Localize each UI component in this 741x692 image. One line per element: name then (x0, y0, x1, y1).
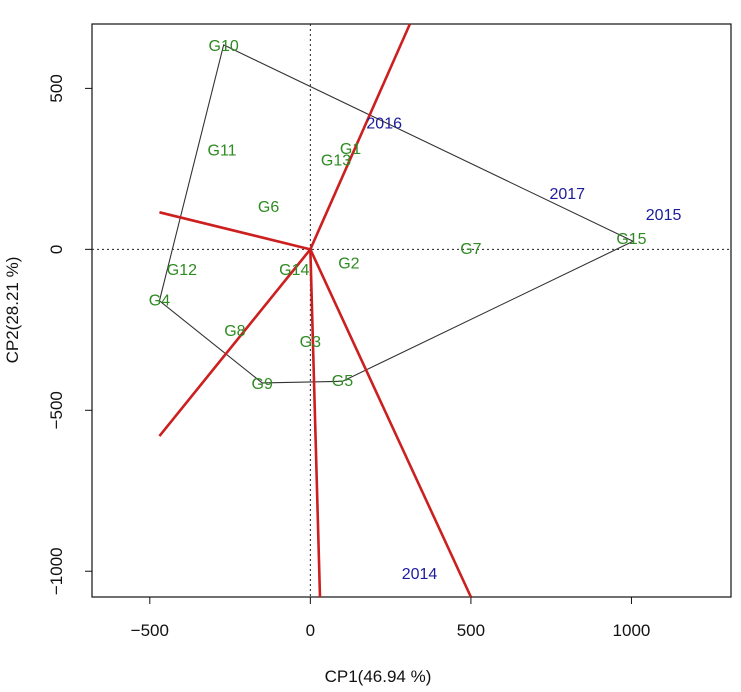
y-tick-label: 0 (47, 245, 66, 254)
x-tick-label: 1000 (613, 621, 651, 640)
hull-polygon (158, 44, 635, 384)
sector-line (309, 248, 473, 598)
environment-label: 2015 (646, 207, 682, 224)
x-tick-label: 500 (457, 621, 485, 640)
axis-ticks: −500 0 500 1000 −1000 −500 0 500 (47, 74, 650, 640)
genotype-label: G14 (279, 262, 309, 279)
genotype-label: G13 (321, 152, 351, 169)
plot-frame (91, 23, 732, 598)
sector-lines (158, 23, 473, 598)
environment-labels: 2014 2015 2016 2017 (366, 115, 681, 583)
genotype-label: G7 (460, 241, 481, 258)
sector-line (309, 249, 322, 598)
y-tick-label: 500 (47, 74, 66, 102)
environment-label: 2017 (549, 186, 585, 203)
genotype-label: G3 (300, 334, 321, 351)
genotype-label: G15 (616, 231, 646, 248)
y-tick-label: −500 (47, 391, 66, 429)
genotype-label: G2 (338, 255, 359, 272)
plot-area (91, 23, 732, 598)
x-tick-label: −500 (131, 621, 169, 640)
x-tick-label: 0 (306, 621, 315, 640)
genotype-label: G1 (340, 141, 361, 158)
environment-label: 2014 (402, 566, 438, 583)
genotype-label: G11 (208, 143, 237, 160)
genotype-label: G5 (332, 373, 353, 390)
genotype-label: G6 (258, 199, 279, 216)
sector-line (159, 211, 311, 251)
genotype-label: G9 (252, 376, 273, 393)
genotype-label: G4 (149, 292, 170, 309)
genotype-labels: G1 G2 G3 G4 G5 G6 G7 G8 G9 G10 G11 G12 G13 G14 G15 (149, 38, 647, 393)
y-tick-label: −1000 (47, 547, 66, 595)
genotype-label: G10 (209, 38, 239, 55)
y-axis-title: CP2(28.21 %) (3, 257, 22, 364)
environment-label: 2016 (366, 115, 402, 132)
sector-line (158, 248, 312, 437)
genotype-label: G8 (224, 323, 245, 340)
sector-line (309, 23, 412, 250)
x-axis-title: CP1(46.94 %) (325, 667, 432, 686)
polygon-hull (158, 44, 635, 384)
genotype-label: G12 (167, 262, 197, 279)
